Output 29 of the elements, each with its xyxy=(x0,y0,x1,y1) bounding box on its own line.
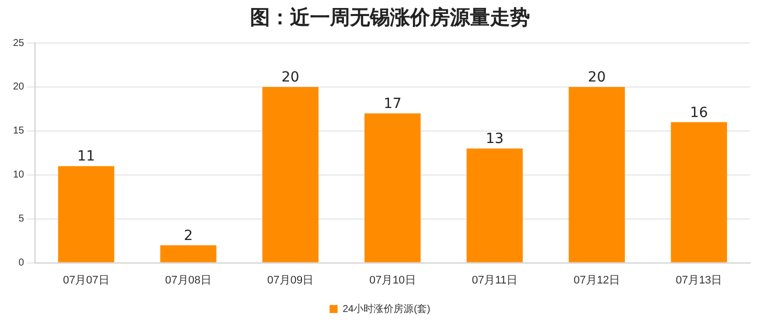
data-label: 13 xyxy=(486,131,504,148)
x-tick-label: 07月12日 xyxy=(574,274,620,286)
x-tick-label: 07月07日 xyxy=(62,274,110,286)
data-label: 20 xyxy=(282,70,300,86)
data-label: 20 xyxy=(588,70,606,86)
data-label: 16 xyxy=(690,104,708,121)
chart-title: 图：近一周无锡涨价房源量走势 xyxy=(249,4,531,31)
y-tick-label: 25 xyxy=(13,38,25,49)
bar xyxy=(466,148,523,262)
bar xyxy=(160,245,216,262)
x-tick-label: 07月08日 xyxy=(165,274,212,286)
bar xyxy=(568,86,625,262)
y-tick-label: 10 xyxy=(13,170,25,181)
legend-label: 24小时涨价房源(套) xyxy=(342,302,430,315)
bar xyxy=(364,113,421,262)
y-tick-label: 5 xyxy=(18,214,25,225)
bar xyxy=(670,122,728,262)
x-tick-label: 07月11日 xyxy=(472,274,518,286)
bar xyxy=(58,166,114,262)
bar xyxy=(262,86,319,262)
x-tick-label: 07月13日 xyxy=(676,274,722,286)
x-tick-label: 07月10日 xyxy=(369,274,416,286)
data-label: 2 xyxy=(184,228,193,244)
y-tick-label: 15 xyxy=(13,126,25,137)
y-tick-label: 0 xyxy=(18,258,25,269)
x-tick-label: 07月09日 xyxy=(267,274,314,286)
data-label: 17 xyxy=(384,96,402,112)
y-tick-label: 20 xyxy=(13,82,25,93)
data-label: 11 xyxy=(77,148,96,165)
